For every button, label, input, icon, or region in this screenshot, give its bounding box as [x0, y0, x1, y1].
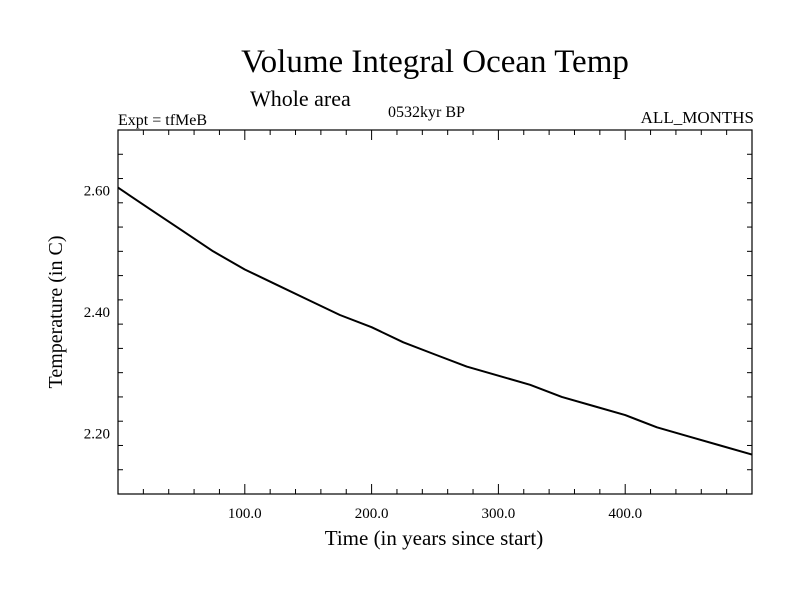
- x-axis-label: Time (in years since start): [325, 526, 544, 550]
- x-tick-label: 100.0: [228, 506, 262, 522]
- series-layer: [117, 186, 753, 456]
- period-label: 0532kyr BP: [388, 104, 465, 121]
- series-line: [117, 186, 753, 456]
- y-tick-label: 2.60: [84, 184, 110, 200]
- experiment-label: Expt = tfMeB: [118, 112, 208, 129]
- chart-title: Volume Integral Ocean Temp: [241, 44, 629, 80]
- tick-labels: 100.0 200.0 300.0 400.0 2.20 2.40 2.60: [84, 184, 642, 522]
- y-tick-label: 2.40: [84, 305, 110, 321]
- y-tick-label: 2.20: [84, 426, 110, 442]
- months-label: ALL_MONTHS: [640, 108, 754, 127]
- x-tick-label: 200.0: [355, 506, 389, 522]
- axis-ticks: [118, 130, 752, 494]
- x-tick-label: 400.0: [608, 506, 642, 522]
- plot-frame: [117, 129, 753, 495]
- y-axis-label: Temperature (in C): [45, 236, 67, 389]
- x-tick-label: 300.0: [482, 506, 516, 522]
- chart-subtitle: Whole area: [250, 86, 351, 111]
